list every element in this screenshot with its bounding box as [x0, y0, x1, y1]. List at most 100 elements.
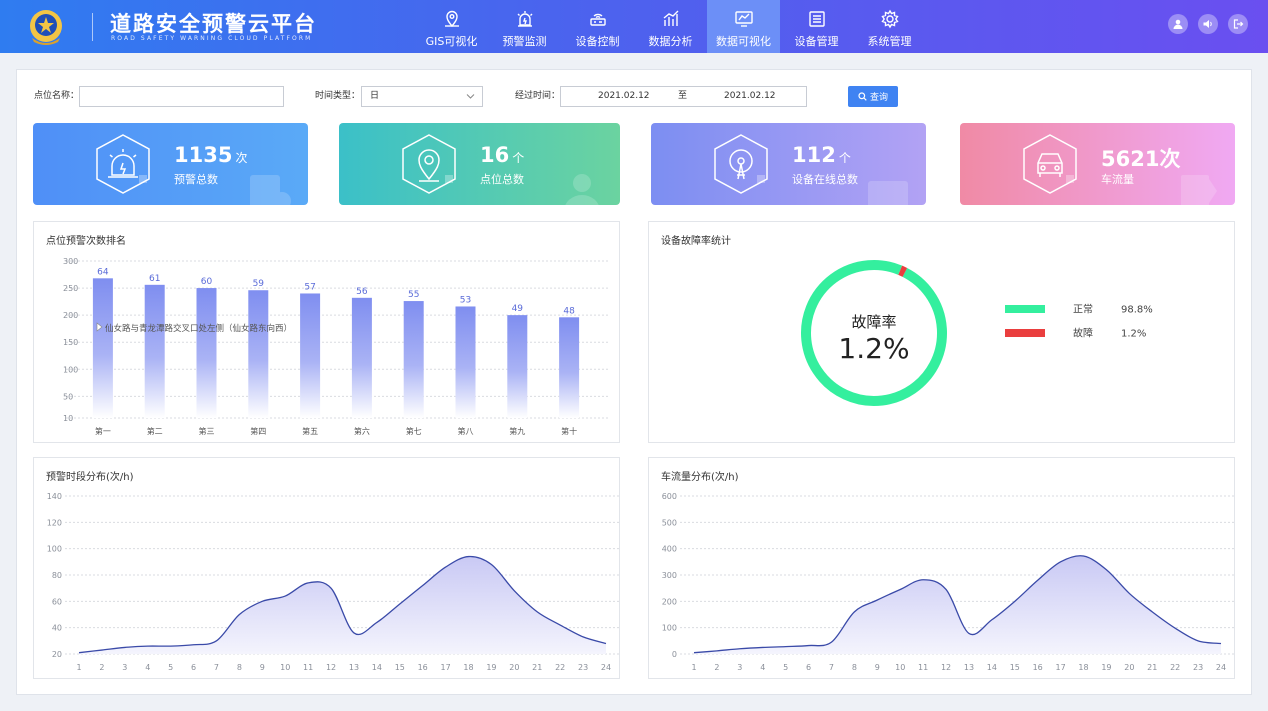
legend-value: 1.2%	[1121, 329, 1146, 340]
bar	[300, 293, 321, 418]
x-tick-label: 第三	[199, 426, 215, 436]
area-fill	[694, 555, 1221, 654]
y-tick-label: 150	[63, 338, 78, 347]
main-nav: GIS可视化 预警监测 设备控制 数据分析 数据可视化 设备管理 系统管理	[415, 0, 926, 53]
platform-subtitle: ROAD SAFETY WARNING CLOUD PLATFORM	[111, 35, 313, 42]
unit-text: 个	[512, 151, 525, 165]
x-tick-label: 18	[1078, 663, 1088, 672]
bar-chart-icon	[663, 10, 678, 26]
nav-device-management[interactable]: 设备管理	[780, 0, 853, 53]
x-tick-label: 4	[760, 663, 765, 672]
logout-button[interactable]	[1228, 14, 1248, 34]
y-tick-label: 120	[47, 518, 62, 527]
door-deco-icon	[1181, 175, 1217, 205]
location-total-value: 16 个	[480, 143, 524, 167]
x-tick-label: 第九	[509, 426, 525, 436]
warning-total-value: 1135 次	[174, 143, 247, 167]
x-tick-label: 15	[1010, 663, 1020, 672]
gear-icon	[880, 9, 899, 29]
x-tick-label: 7	[214, 663, 219, 672]
x-tick-label: 第六	[354, 426, 370, 436]
date-to[interactable]: 2021.02.12	[724, 91, 776, 101]
x-tick-label: 12	[326, 663, 336, 672]
x-tick-label: 14	[987, 663, 997, 672]
rank-chart-panel: 点位预警次数排名 300 250 200 150 100 50 10 64 第一 61 第二 60 第三…	[33, 221, 620, 443]
query-label: 查询	[869, 93, 888, 103]
bar	[455, 306, 476, 418]
x-tick-label: 21	[1147, 663, 1157, 672]
value-text: 112	[792, 143, 836, 167]
rank-bar-chart: 300 250 200 150 100 50 10 64 第一 61 第二 60 第三 59 第四 57 第五 5…	[63, 257, 608, 436]
x-tick-label: 8	[237, 663, 242, 672]
date-from[interactable]: 2021.02.12	[598, 91, 650, 101]
nav-gis[interactable]: GIS可视化	[415, 0, 488, 53]
nav-warning-monitor[interactable]: 预警监测	[488, 0, 561, 53]
y-tick-label: 300	[662, 571, 677, 580]
y-tick-label: 140	[47, 492, 62, 501]
legend-name: 故障	[1073, 327, 1093, 340]
location-icon	[402, 134, 456, 194]
x-tick-label: 第四	[250, 426, 266, 436]
alarm-icon	[96, 134, 150, 194]
ring-center-value: 1.2%	[838, 332, 909, 365]
x-tick-label: 18	[463, 663, 473, 672]
location-label: 点位名称：	[34, 91, 80, 101]
series-line	[78, 555, 607, 654]
header-divider	[92, 13, 93, 41]
ring-center-label: 故障率	[851, 313, 896, 331]
x-tick-label: 22	[1170, 663, 1180, 672]
stat-card-locations: 16 个 点位总数	[339, 123, 620, 205]
y-tick-label: 200	[662, 597, 677, 606]
time-type-label: 时间类型：	[315, 91, 361, 101]
nav-data-analysis[interactable]: 数据分析	[634, 0, 707, 53]
x-tick-label: 15	[395, 663, 405, 672]
bar-data-label: 57	[304, 282, 315, 292]
online-device-value: 112 个	[792, 143, 851, 167]
x-tick-label: 4	[145, 663, 150, 672]
y-tick-label: 200	[63, 311, 78, 320]
nav-data-visualization[interactable]: 数据可视化	[707, 0, 780, 53]
rank-chart-title: 点位预警次数排名	[46, 236, 126, 247]
nav-label: 数据分析	[648, 35, 693, 48]
nav-device-control[interactable]: 设备控制	[561, 0, 634, 53]
platform-title: 道路安全预警云平台	[110, 12, 317, 36]
top-header: 道路安全预警云平台 ROAD SAFETY WARNING CLOUD PLAT…	[0, 0, 1268, 53]
map-pin-icon	[444, 10, 459, 28]
stat-card-warnings: 1135 次 预警总数	[33, 123, 308, 205]
user-button[interactable]	[1168, 14, 1188, 34]
bar-data-label: 48	[563, 306, 575, 316]
time-type-select[interactable]: 日	[361, 86, 483, 107]
y-tick-label: 10	[63, 414, 73, 423]
y-tick-label: 50	[63, 392, 73, 401]
traffic-label: 车流量	[1101, 173, 1134, 186]
x-tick-label: 第八	[458, 426, 474, 436]
location-input[interactable]	[79, 86, 284, 107]
date-range-picker[interactable]: 2021.02.12 至 2021.02.12	[560, 86, 807, 107]
x-tick-label: 第二	[147, 426, 163, 436]
nav-system-management[interactable]: 系统管理	[853, 0, 926, 53]
volume-button[interactable]	[1198, 14, 1218, 34]
area-fill	[79, 556, 606, 654]
bar-data-label: 60	[201, 277, 213, 287]
y-tick-label: 20	[52, 650, 62, 659]
elapsed-time-label: 经过时间：	[515, 91, 561, 101]
legend-value: 98.8%	[1121, 305, 1153, 316]
fault-chart-panel: 设备故障率统计 故障率 1.2% 正常 98.8% 故障 1.2%	[648, 221, 1235, 443]
bar	[351, 297, 372, 418]
x-tick-label: 20	[509, 663, 519, 672]
stat-card-traffic: 5621次 车流量	[960, 123, 1235, 205]
fault-chart-title: 设备故障率统计	[661, 236, 731, 247]
bar-data-label: 49	[512, 304, 524, 314]
car-icon	[1023, 134, 1077, 194]
y-tick-label: 100	[47, 545, 62, 554]
traffic-value: 5621次	[1101, 143, 1183, 173]
x-tick-label: 5	[168, 663, 173, 672]
document-deco-icon	[250, 175, 291, 205]
value-text: 16	[480, 143, 510, 167]
y-tick-label: 0	[672, 650, 677, 659]
x-tick-label: 3	[737, 663, 742, 672]
search-icon	[858, 92, 867, 101]
query-button[interactable]: 查询	[848, 86, 898, 107]
x-tick-label: 22	[555, 663, 565, 672]
